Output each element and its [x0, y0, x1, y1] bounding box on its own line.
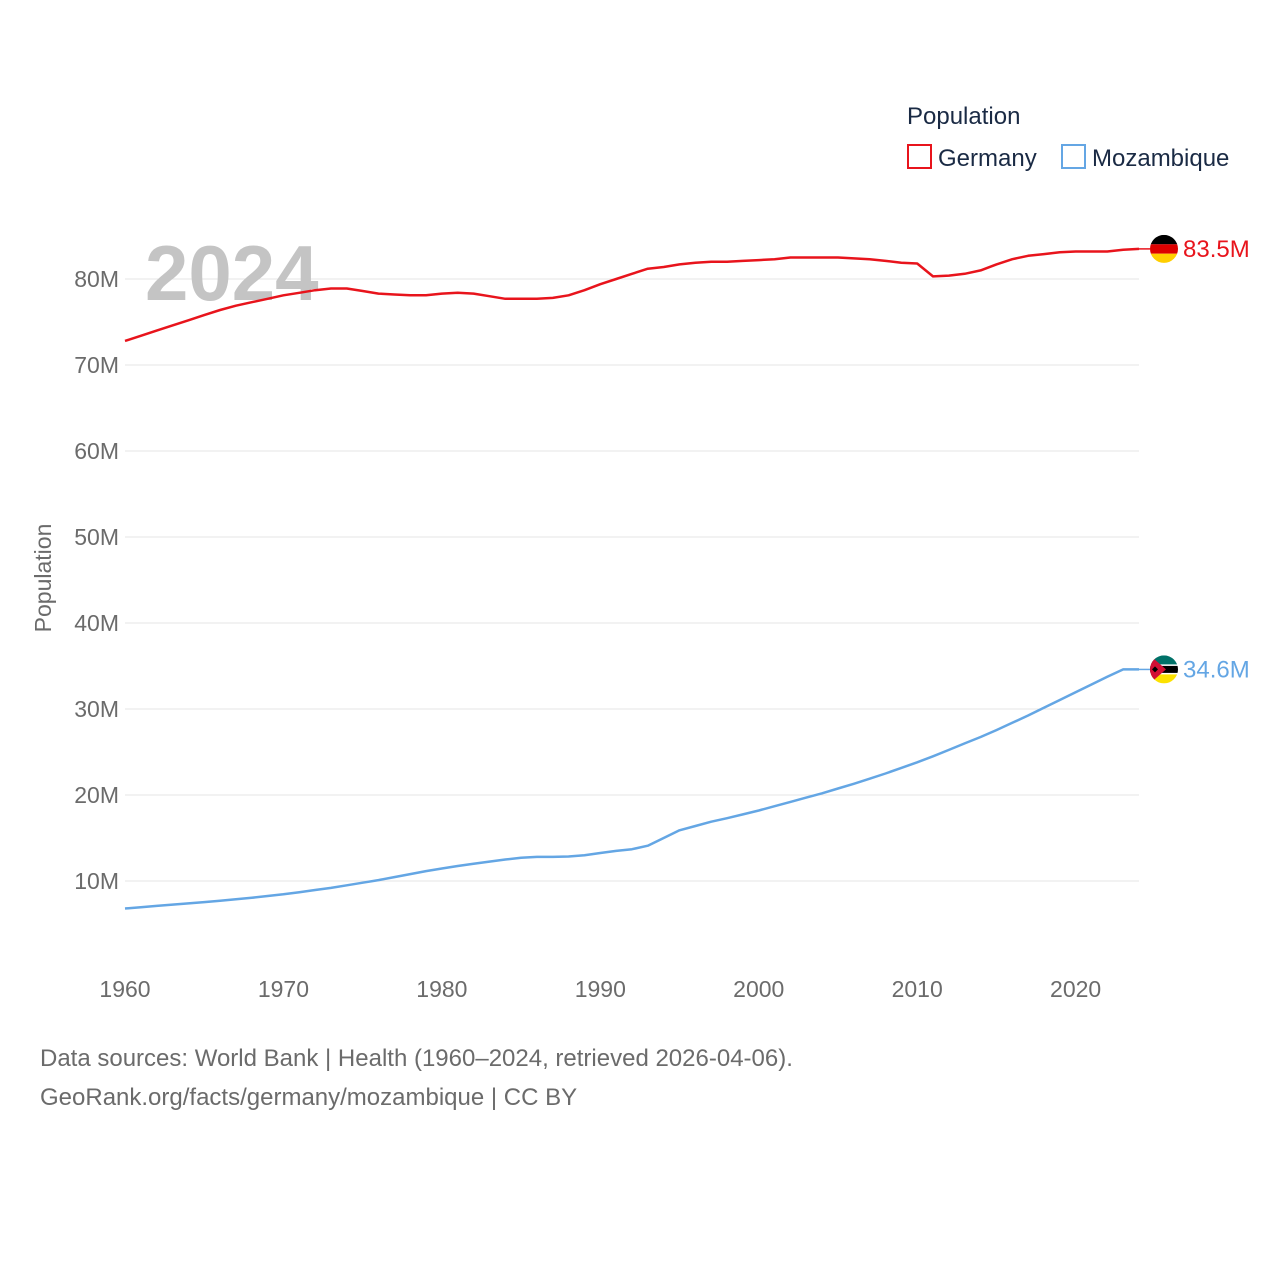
year-overlay: 2024 — [145, 229, 319, 317]
legend-label-germany[interactable]: Germany — [938, 145, 1037, 172]
footer-sources: Data sources: World Bank | Health (1960–… — [40, 1045, 793, 1072]
legend-swatch-mozambique[interactable] — [1061, 144, 1086, 169]
series-lines — [124, 247, 1150, 910]
y-tick-label: 10M — [74, 868, 119, 894]
legend-swatch-germany[interactable] — [907, 144, 932, 169]
x-tick-label: 2010 — [892, 976, 943, 1002]
germany-end-value: 83.5M — [1183, 236, 1250, 263]
x-tick-label: 1960 — [99, 976, 150, 1002]
y-tick-label: 30M — [74, 696, 119, 722]
y-tick-label: 50M — [74, 524, 119, 550]
end-markers: 83.5M 34.6M — [1150, 234, 1250, 684]
germany-flag-icon — [1150, 234, 1178, 263]
x-tick-label: 2000 — [733, 976, 784, 1002]
y-tick-label: 60M — [74, 438, 119, 464]
y-axis-title: Population — [30, 524, 56, 633]
footer-attribution: GeoRank.org/facts/germany/mozambique | C… — [40, 1084, 578, 1111]
legend-label-mozambique[interactable]: Mozambique — [1092, 145, 1229, 172]
y-tick-label: 70M — [74, 352, 119, 378]
y-tick-label: 80M — [74, 266, 119, 292]
series-line-mozambique[interactable] — [124, 668, 1139, 910]
legend-title: Population — [907, 103, 1020, 130]
x-tick-label: 1990 — [575, 976, 626, 1002]
series-line-germany[interactable] — [124, 247, 1140, 343]
x-tick-label: 1980 — [416, 976, 467, 1002]
legend: Population Germany Mozambique — [907, 103, 1229, 172]
y-axis-ticks: 10M 20M 30M 40M 50M 60M 70M 80M — [74, 266, 119, 894]
mozambique-end-value: 34.6M — [1183, 656, 1250, 683]
y-tick-label: 40M — [74, 610, 119, 636]
x-tick-label: 1970 — [258, 976, 309, 1002]
mozambique-flag-icon — [1150, 655, 1178, 684]
grid-lines — [125, 278, 1139, 882]
x-tick-label: 2020 — [1050, 976, 1101, 1002]
x-axis-ticks: 1960 1970 1980 1990 2000 2010 2020 — [99, 976, 1101, 1002]
y-tick-label: 20M — [74, 782, 119, 808]
